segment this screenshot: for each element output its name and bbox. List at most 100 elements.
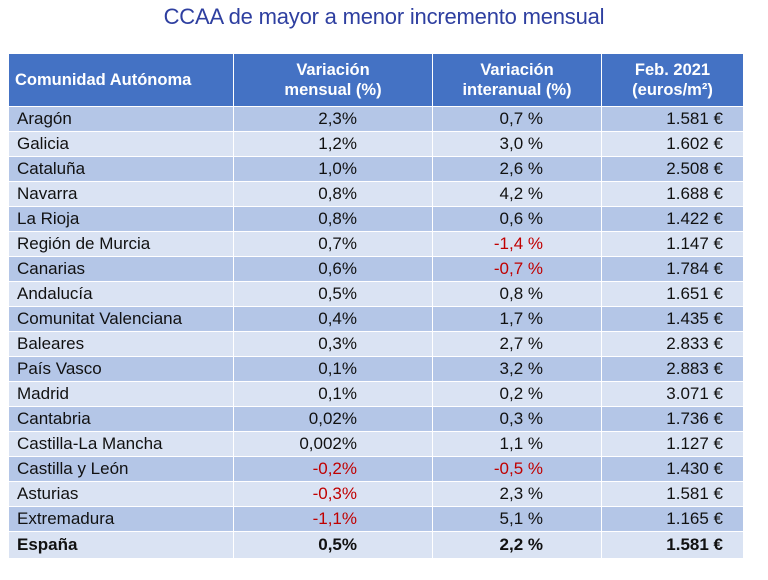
cell-comunidad: Canarias <box>8 256 234 282</box>
cell-comunidad: Aragón <box>8 106 234 132</box>
cell-precio: 1.602 € <box>601 131 744 157</box>
table-row: Castilla y León -0,2% -0,5 % 1.430 € <box>8 456 744 482</box>
page-title: CCAA de mayor a menor incremento mensual <box>163 4 605 29</box>
cell-precio: 1.435 € <box>601 306 744 332</box>
table-row: La Rioja 0,8% 0,6 % 1.422 € <box>8 206 744 232</box>
cell-precio: 1.784 € <box>601 256 744 282</box>
cell-comunidad: Cantabria <box>8 406 234 432</box>
table-row: Castilla-La Mancha 0,002% 1,1 % 1.127 € <box>8 431 744 457</box>
cell-variacion-mensual: 0,3% <box>233 331 433 357</box>
cell-variacion-mensual: -0,2% <box>233 456 433 482</box>
cell-variacion-interanual: 0,8 % <box>432 281 602 307</box>
header-variacion-interanual: Variación interanual (%) <box>432 53 602 107</box>
cell-variacion-interanual: 0,2 % <box>432 381 602 407</box>
cell-precio: 2.883 € <box>601 356 744 382</box>
table-row: Canarias 0,6% -0,7 % 1.784 € <box>8 256 744 282</box>
table-header-row: Comunidad Autónoma Variación mensual (%)… <box>8 53 744 107</box>
cell-variacion-interanual: 1,1 % <box>432 431 602 457</box>
cell-variacion-interanual: 2,7 % <box>432 331 602 357</box>
header-precio-line2: (euros/m²) <box>632 81 713 99</box>
cell-variacion-mensual: 0,4% <box>233 306 433 332</box>
table-row: Madrid 0,1% 0,2 % 3.071 € <box>8 381 744 407</box>
table-row: Asturias -0,3% 2,3 % 1.581 € <box>8 481 744 507</box>
table-row: Baleares 0,3% 2,7 % 2.833 € <box>8 331 744 357</box>
cell-variacion-interanual: 5,1 % <box>432 506 602 532</box>
cell-comunidad: Galicia <box>8 131 234 157</box>
cell-variacion-mensual: 0,002% <box>233 431 433 457</box>
cell-variacion-interanual: 1,7 % <box>432 306 602 332</box>
cell-variacion-mensual: 0,6% <box>233 256 433 282</box>
cell-precio: 1.581 € <box>601 481 744 507</box>
cell-comunidad: Castilla-La Mancha <box>8 431 234 457</box>
cell-precio: 1.127 € <box>601 431 744 457</box>
cell-precio: 2.508 € <box>601 156 744 182</box>
cell-variacion-interanual: -0,7 % <box>432 256 602 282</box>
cell-variacion-interanual: 0,7 % <box>432 106 602 132</box>
cell-variacion-interanual: -1,4 % <box>432 231 602 257</box>
cell-variacion-interanual: 2,3 % <box>432 481 602 507</box>
cell-variacion-mensual: 0,1% <box>233 381 433 407</box>
cell-comunidad: España <box>8 531 234 559</box>
cell-variacion-interanual: 3,2 % <box>432 356 602 382</box>
table-row: Galicia 1,2% 3,0 % 1.602 € <box>8 131 744 157</box>
cell-precio: 1.430 € <box>601 456 744 482</box>
cell-comunidad: País Vasco <box>8 356 234 382</box>
table-row: Andalucía 0,5% 0,8 % 1.651 € <box>8 281 744 307</box>
table-row: Comunitat Valenciana 0,4% 1,7 % 1.435 € <box>8 306 744 332</box>
cell-precio: 1.165 € <box>601 506 744 532</box>
cell-variacion-mensual: 0,8% <box>233 181 433 207</box>
header-comunidad: Comunidad Autónoma <box>8 53 234 107</box>
cell-comunidad: Extremadura <box>8 506 234 532</box>
table-row: Cantabria 0,02% 0,3 % 1.736 € <box>8 406 744 432</box>
cell-variacion-mensual: -0,3% <box>233 481 433 507</box>
cell-comunidad: La Rioja <box>8 206 234 232</box>
header-interanual-line2: interanual (%) <box>462 81 572 99</box>
cell-variacion-mensual: 0,7% <box>233 231 433 257</box>
table-row: Aragón 2,3% 0,7 % 1.581 € <box>8 106 744 132</box>
header-mensual-line2: mensual (%) <box>284 81 382 99</box>
cell-comunidad: Cataluña <box>8 156 234 182</box>
cell-precio: 2.833 € <box>601 331 744 357</box>
cell-comunidad: Andalucía <box>8 281 234 307</box>
cell-variacion-mensual: -1,1% <box>233 506 433 532</box>
cell-comunidad: Castilla y León <box>8 456 234 482</box>
table-row: Región de Murcia 0,7% -1,4 % 1.147 € <box>8 231 744 257</box>
cell-precio: 1.736 € <box>601 406 744 432</box>
table-row: Cataluña 1,0% 2,6 % 2.508 € <box>8 156 744 182</box>
cell-comunidad: Región de Murcia <box>8 231 234 257</box>
table-total-row: España 0,5% 2,2 % 1.581 € <box>8 531 744 559</box>
cell-precio: 1.581 € <box>601 531 744 559</box>
cell-variacion-mensual: 1,0% <box>233 156 433 182</box>
cell-variacion-interanual: 0,3 % <box>432 406 602 432</box>
cell-comunidad: Navarra <box>8 181 234 207</box>
cell-precio: 1.422 € <box>601 206 744 232</box>
cell-comunidad: Baleares <box>8 331 234 357</box>
cell-variacion-mensual: 0,5% <box>233 281 433 307</box>
cell-variacion-interanual: 4,2 % <box>432 181 602 207</box>
cell-precio: 3.071 € <box>601 381 744 407</box>
cell-precio: 1.581 € <box>601 106 744 132</box>
cell-precio: 1.651 € <box>601 281 744 307</box>
header-mensual-line1: Variación <box>296 61 370 79</box>
cell-variacion-mensual: 1,2% <box>233 131 433 157</box>
header-interanual-line1: Variación <box>480 61 554 79</box>
cell-variacion-interanual: 0,6 % <box>432 206 602 232</box>
cell-variacion-interanual: 2,6 % <box>432 156 602 182</box>
cell-variacion-mensual: 0,1% <box>233 356 433 382</box>
cell-comunidad: Asturias <box>8 481 234 507</box>
ccaa-table: Comunidad Autónoma Variación mensual (%)… <box>8 53 744 559</box>
header-variacion-mensual: Variación mensual (%) <box>233 53 433 107</box>
cell-variacion-mensual: 0,5% <box>233 531 433 559</box>
cell-variacion-interanual: -0,5 % <box>432 456 602 482</box>
table-row: País Vasco 0,1% 3,2 % 2.883 € <box>8 356 744 382</box>
table-body: Aragón 2,3% 0,7 % 1.581 € Galicia 1,2% 3,0 % 1.… <box>8 106 744 559</box>
cell-variacion-interanual: 2,2 % <box>432 531 602 559</box>
header-precio: Feb. 2021 (euros/m²) <box>601 53 744 107</box>
header-precio-line1: Feb. 2021 <box>634 61 711 79</box>
cell-comunidad: Comunitat Valenciana <box>8 306 234 332</box>
table-row: Navarra 0,8% 4,2 % 1.688 € <box>8 181 744 207</box>
header-comunidad-label: Comunidad Autónoma <box>15 71 192 89</box>
cell-precio: 1.688 € <box>601 181 744 207</box>
cell-variacion-mensual: 2,3% <box>233 106 433 132</box>
cell-variacion-mensual: 0,02% <box>233 406 433 432</box>
